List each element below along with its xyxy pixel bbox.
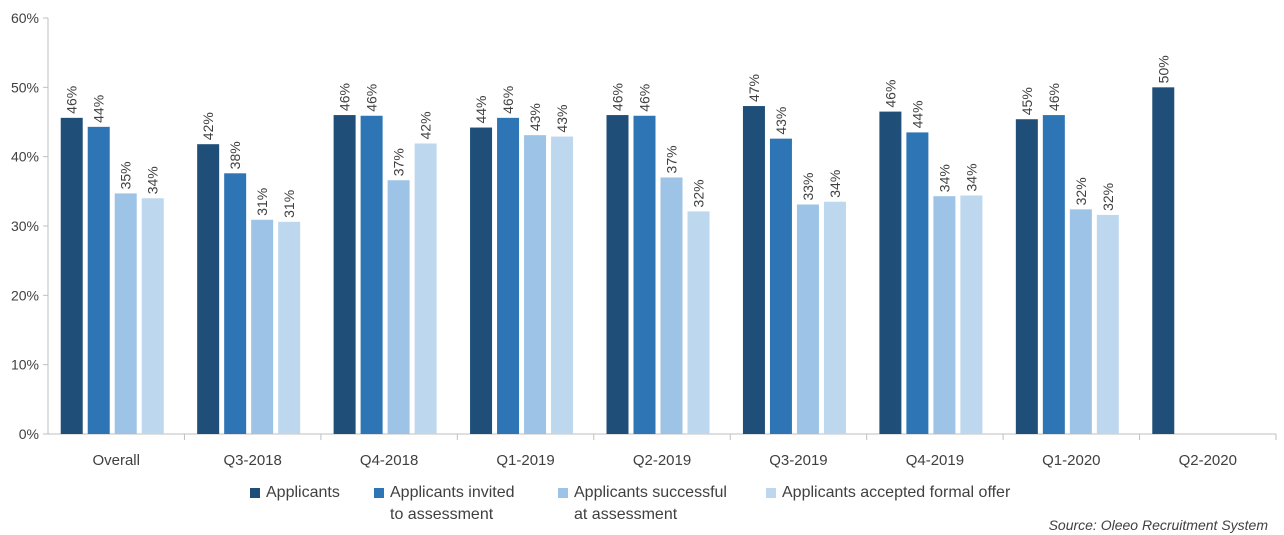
- y-tick-label: 50%: [11, 79, 39, 95]
- bar: [278, 221, 301, 434]
- data-label: 37%: [664, 145, 680, 173]
- bar: [879, 111, 902, 434]
- legend-label-applicants: Applicants: [266, 484, 340, 501]
- data-label: 42%: [418, 111, 434, 139]
- bar: [1152, 87, 1175, 434]
- x-tick-label: Q4-2019: [906, 452, 964, 469]
- bar: [114, 193, 137, 434]
- x-tick-label: Q3-2018: [223, 452, 281, 469]
- bar: [551, 136, 574, 434]
- data-label: 35%: [118, 161, 134, 189]
- bar: [524, 135, 547, 434]
- data-label: 44%: [91, 95, 107, 123]
- x-tick-label: Q1-2020: [1042, 452, 1100, 469]
- y-tick-label: 20%: [11, 287, 39, 303]
- bar: [197, 144, 220, 435]
- x-tick-label: Q2-2020: [1179, 452, 1237, 469]
- data-label: 32%: [1073, 177, 1089, 205]
- data-label: 46%: [610, 83, 626, 111]
- legend-item-accepted: Applicants accepted formal offer: [766, 482, 1010, 504]
- data-label: 44%: [909, 100, 925, 128]
- data-label: 34%: [827, 170, 843, 198]
- legend-label-successful: Applicants successful at assessment: [574, 484, 727, 523]
- legend-item-invited: Applicants invited to assessment: [374, 482, 515, 526]
- data-label: 46%: [882, 80, 898, 108]
- bar: [660, 177, 683, 434]
- legend-item-applicants: Applicants: [250, 482, 340, 504]
- y-tick-label: 10%: [11, 357, 39, 373]
- legend-label-accepted: Applicants accepted formal offer: [782, 484, 1011, 501]
- x-tick-label: Overall: [92, 452, 140, 469]
- data-label: 43%: [773, 107, 789, 135]
- data-label: 46%: [337, 83, 353, 111]
- data-label: 43%: [527, 103, 543, 131]
- x-tick-label: Q3-2019: [769, 452, 827, 469]
- legend-item-successful: Applicants successful at assessment: [558, 482, 727, 526]
- bar: [141, 198, 164, 434]
- data-label: 33%: [800, 172, 816, 200]
- data-label: 31%: [254, 188, 270, 216]
- data-label: 32%: [1100, 183, 1116, 211]
- bar: [687, 211, 710, 434]
- data-label: 43%: [554, 105, 570, 133]
- bar: [606, 115, 629, 435]
- bar: [1015, 119, 1038, 434]
- data-label: 37%: [391, 148, 407, 176]
- x-tick-label: Q4-2018: [360, 452, 418, 469]
- data-label: 46%: [637, 84, 653, 112]
- data-label: 46%: [500, 86, 516, 114]
- bar: [414, 143, 437, 434]
- bar: [497, 117, 520, 434]
- y-tick-label: 30%: [11, 218, 39, 234]
- y-tick-label: 40%: [11, 149, 39, 165]
- bar: [1069, 209, 1092, 434]
- bar: [823, 201, 846, 434]
- bar: [333, 115, 356, 435]
- x-tick-label: Q1-2019: [496, 452, 554, 469]
- bar: [1096, 214, 1119, 434]
- bar: [224, 173, 247, 434]
- bar: [960, 195, 983, 434]
- bar: [633, 115, 656, 434]
- legend-swatch-invited: [374, 488, 384, 498]
- bar: [933, 196, 956, 434]
- data-label: 34%: [963, 163, 979, 191]
- legend-swatch-accepted: [766, 488, 776, 498]
- legend-label-invited: Applicants invited to assessment: [390, 484, 515, 523]
- data-label: 38%: [227, 141, 243, 169]
- bar: [360, 115, 383, 434]
- legend-swatch-applicants: [250, 488, 260, 498]
- y-tick-label: 60%: [11, 10, 39, 26]
- data-label: 32%: [691, 179, 707, 207]
- bar: [906, 132, 929, 434]
- data-label: 34%: [145, 166, 161, 194]
- bar: [470, 127, 493, 435]
- legend-swatch-successful: [558, 488, 568, 498]
- data-label: 44%: [473, 96, 489, 124]
- bar: [769, 138, 792, 434]
- data-label: 50%: [1155, 55, 1171, 83]
- bar: [387, 180, 410, 434]
- bar-chart: 0% 10% 20% 30% 40% 50% 60% 46% 44% 35% 34% Overall 4…: [11, 10, 1277, 469]
- data-label: 45%: [1019, 87, 1035, 115]
- legend: Applicants Applicants invited to assessme…: [240, 482, 1140, 532]
- data-label: 31%: [281, 190, 297, 218]
- data-label: 46%: [1046, 83, 1062, 111]
- data-label: 46%: [364, 84, 380, 112]
- bar: [60, 117, 83, 434]
- bar: [742, 106, 765, 434]
- data-label: 34%: [936, 164, 952, 192]
- bar: [87, 126, 110, 434]
- y-tick-label: 0%: [19, 426, 39, 442]
- x-tick-label: Q2-2019: [633, 452, 691, 469]
- bar: [796, 204, 819, 434]
- data-label: 42%: [200, 112, 216, 140]
- source-note: Source: Oleeo Recruitment System: [1048, 517, 1268, 533]
- bar: [251, 219, 274, 434]
- bar: [1042, 115, 1065, 435]
- data-label: 46%: [64, 86, 80, 114]
- data-label: 47%: [746, 74, 762, 102]
